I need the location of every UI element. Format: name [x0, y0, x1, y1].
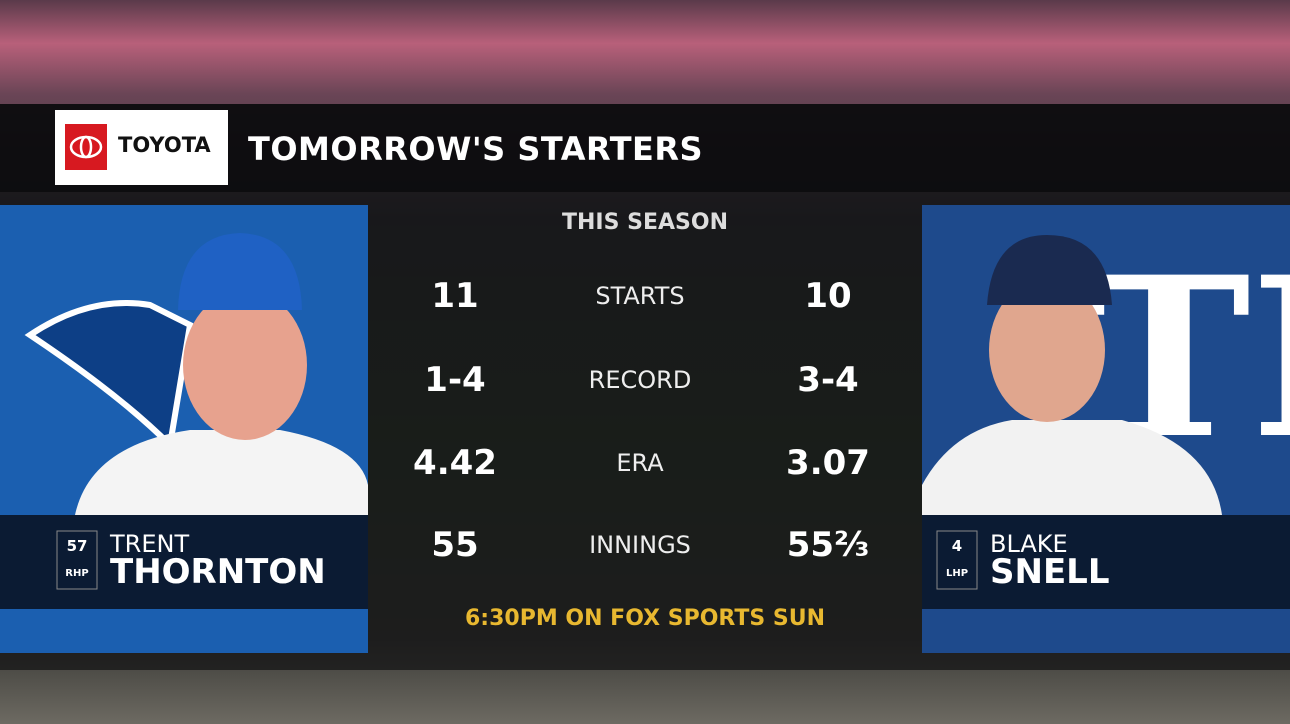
player-position: RHP: [65, 568, 89, 579]
name-strip: [922, 609, 1290, 653]
cap: [987, 235, 1112, 305]
name-bar: [922, 515, 1290, 609]
stat-label: RECORD: [588, 366, 692, 394]
player-position: LHP: [945, 568, 969, 579]
player-first-name: BLAKE: [990, 530, 1068, 558]
sponsor-name: TOYOTA: [118, 133, 211, 157]
face: [183, 290, 307, 440]
stat-right: 10: [804, 276, 852, 316]
stat-label: STARTS: [595, 282, 685, 310]
broadcast-info: 6:30PM ON FOX SPORTS SUN: [465, 606, 825, 631]
player-card: TB: [922, 205, 1290, 653]
title: TOMORROW'S STARTERS: [248, 130, 704, 168]
number-box: [936, 530, 978, 590]
player-number: 57: [66, 537, 88, 555]
subtitle: THIS SEASON: [562, 210, 728, 235]
player-card: [0, 205, 368, 653]
player-first-name: TRENT: [110, 530, 190, 558]
sponsor-logo: [55, 110, 228, 185]
stat-left: 55: [431, 525, 479, 565]
stat-left: 4.42: [413, 443, 497, 483]
stat-left: 11: [431, 276, 479, 316]
stat-right: 3-4: [797, 360, 859, 400]
stat-right: 55⅔: [786, 525, 870, 565]
jersey: [922, 420, 1222, 515]
logo-mark: [65, 124, 107, 170]
player-last-name: THORNTON: [110, 552, 326, 592]
face: [989, 278, 1105, 422]
player-number: 4: [951, 537, 963, 555]
stat-label: INNINGS: [589, 531, 691, 559]
logo-ellipse: [79, 135, 93, 159]
jersey: [75, 430, 368, 515]
name-strip: [0, 609, 368, 653]
stat-label: ERA: [616, 449, 664, 477]
cap: [178, 233, 302, 310]
stat-right: 3.07: [786, 443, 870, 483]
player-last-name: SNELL: [990, 552, 1110, 592]
stat-left: 1-4: [424, 360, 486, 400]
number-box: [56, 530, 98, 590]
